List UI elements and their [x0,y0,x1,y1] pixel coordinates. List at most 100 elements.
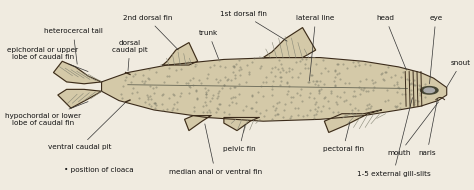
Point [310,97,318,100]
Point [260,81,267,84]
Point [362,77,370,80]
Point [192,89,200,92]
Text: mouth: mouth [388,102,438,156]
Point [202,90,210,93]
Point [158,93,166,97]
Point [220,111,228,114]
Point [359,88,366,91]
Point [294,114,301,117]
Point [220,84,228,87]
Point [170,103,178,106]
Point [377,72,385,75]
Point [399,70,407,73]
Point [340,91,348,94]
Point [321,66,328,69]
Point [215,102,222,105]
Point [343,67,351,70]
Point [411,84,419,87]
Point [273,112,281,115]
Point [383,89,391,92]
Point [411,99,419,102]
Point [396,101,404,104]
Point [279,116,286,119]
Point [140,81,148,84]
Point [407,92,415,95]
Point [191,64,199,67]
Text: dorsal
caudal pit: dorsal caudal pit [112,40,148,71]
Point [331,69,338,72]
Point [362,89,370,92]
Point [287,100,295,103]
Point [334,110,342,113]
Point [138,80,146,83]
Point [331,85,339,88]
Point [417,94,424,97]
Point [231,73,239,76]
Point [216,89,223,92]
Point [333,101,340,104]
Point [169,92,177,95]
Point [394,86,402,89]
Point [276,70,283,74]
Point [226,104,233,107]
Point [301,66,309,69]
Point [312,112,320,116]
Point [271,66,279,69]
Point [285,85,292,88]
Point [147,105,155,108]
Point [245,72,252,75]
Point [296,59,304,63]
Point [392,74,399,77]
Point [272,106,280,109]
Point [268,93,276,97]
Point [416,91,424,94]
Polygon shape [324,110,381,132]
Point [363,103,371,106]
Point [401,92,409,95]
Point [210,94,217,97]
Point [368,78,376,81]
Point [170,94,178,97]
Point [410,84,418,87]
Point [269,67,276,70]
Point [333,62,341,65]
Point [382,99,389,102]
Point [216,103,224,106]
Point [227,96,234,99]
Point [294,75,302,78]
Point [186,78,193,82]
Point [384,66,392,69]
Point [252,101,260,104]
Point [280,108,288,111]
Point [235,93,243,96]
Point [152,101,159,105]
Point [356,64,363,67]
Point [326,107,333,110]
Point [366,111,374,114]
Point [203,104,210,107]
Point [321,95,328,98]
Point [262,76,270,79]
Point [144,97,152,100]
Point [407,88,415,91]
Point [206,99,214,102]
Point [277,62,285,65]
Point [164,74,171,77]
Point [370,86,378,89]
Point [235,82,243,85]
Point [306,91,314,94]
Point [416,86,423,89]
Text: eye: eye [429,15,442,84]
Point [349,61,356,64]
Point [150,91,157,94]
Point [202,96,210,99]
Point [410,82,417,86]
Point [373,109,380,112]
Point [276,75,284,78]
Polygon shape [184,116,211,131]
Point [152,71,160,74]
Point [317,72,325,75]
Point [319,58,327,61]
Point [229,64,237,67]
Point [243,63,251,66]
